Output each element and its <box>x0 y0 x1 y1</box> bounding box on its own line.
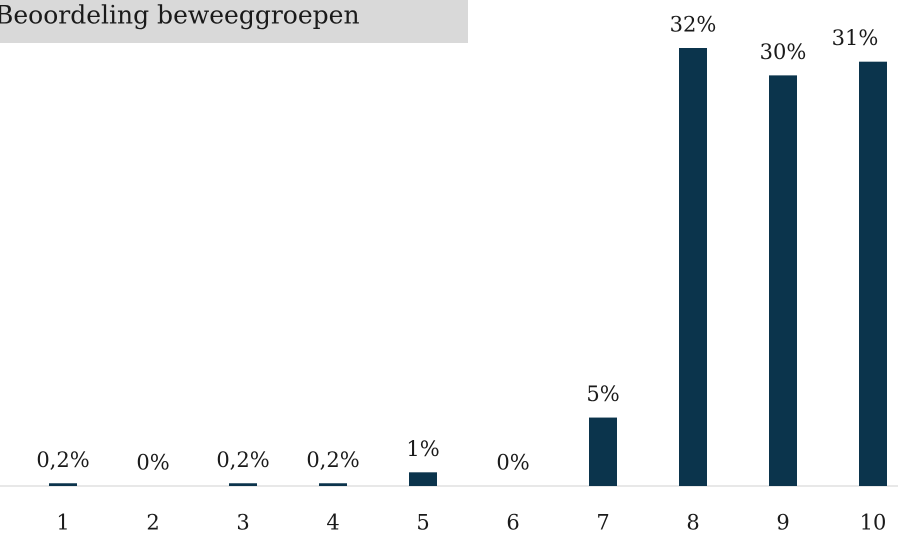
x-tick-label: 6 <box>506 511 519 535</box>
value-label: 30% <box>760 40 807 64</box>
value-label: 0,2% <box>216 448 269 472</box>
x-tick-label: 9 <box>776 511 789 535</box>
value-label: 32% <box>670 13 717 37</box>
value-label: 31% <box>832 26 879 50</box>
bar <box>589 417 617 486</box>
bar <box>769 75 797 486</box>
value-label: 0,2% <box>36 448 89 472</box>
bar <box>229 483 257 486</box>
bar <box>409 472 437 486</box>
bar <box>319 483 347 486</box>
value-label: 1% <box>406 437 439 461</box>
bar <box>679 48 707 486</box>
x-tick-label: 4 <box>326 511 339 535</box>
title-box <box>0 0 468 43</box>
bar <box>49 483 77 486</box>
value-label: 0% <box>136 451 169 475</box>
bar <box>859 61 887 486</box>
value-label: 0,2% <box>306 448 359 472</box>
value-label: 5% <box>586 382 619 406</box>
x-tick-label: 1 <box>56 511 69 535</box>
x-tick-label: 5 <box>416 511 429 535</box>
x-tick-label: 10 <box>860 511 887 535</box>
x-tick-label: 8 <box>686 511 699 535</box>
x-tick-label: 3 <box>236 511 249 535</box>
x-tick-label: 7 <box>596 511 609 535</box>
x-tick-label: 2 <box>146 511 159 535</box>
chart-title: Beoordeling beweeggroepen <box>0 1 360 30</box>
value-label: 0% <box>496 451 529 475</box>
